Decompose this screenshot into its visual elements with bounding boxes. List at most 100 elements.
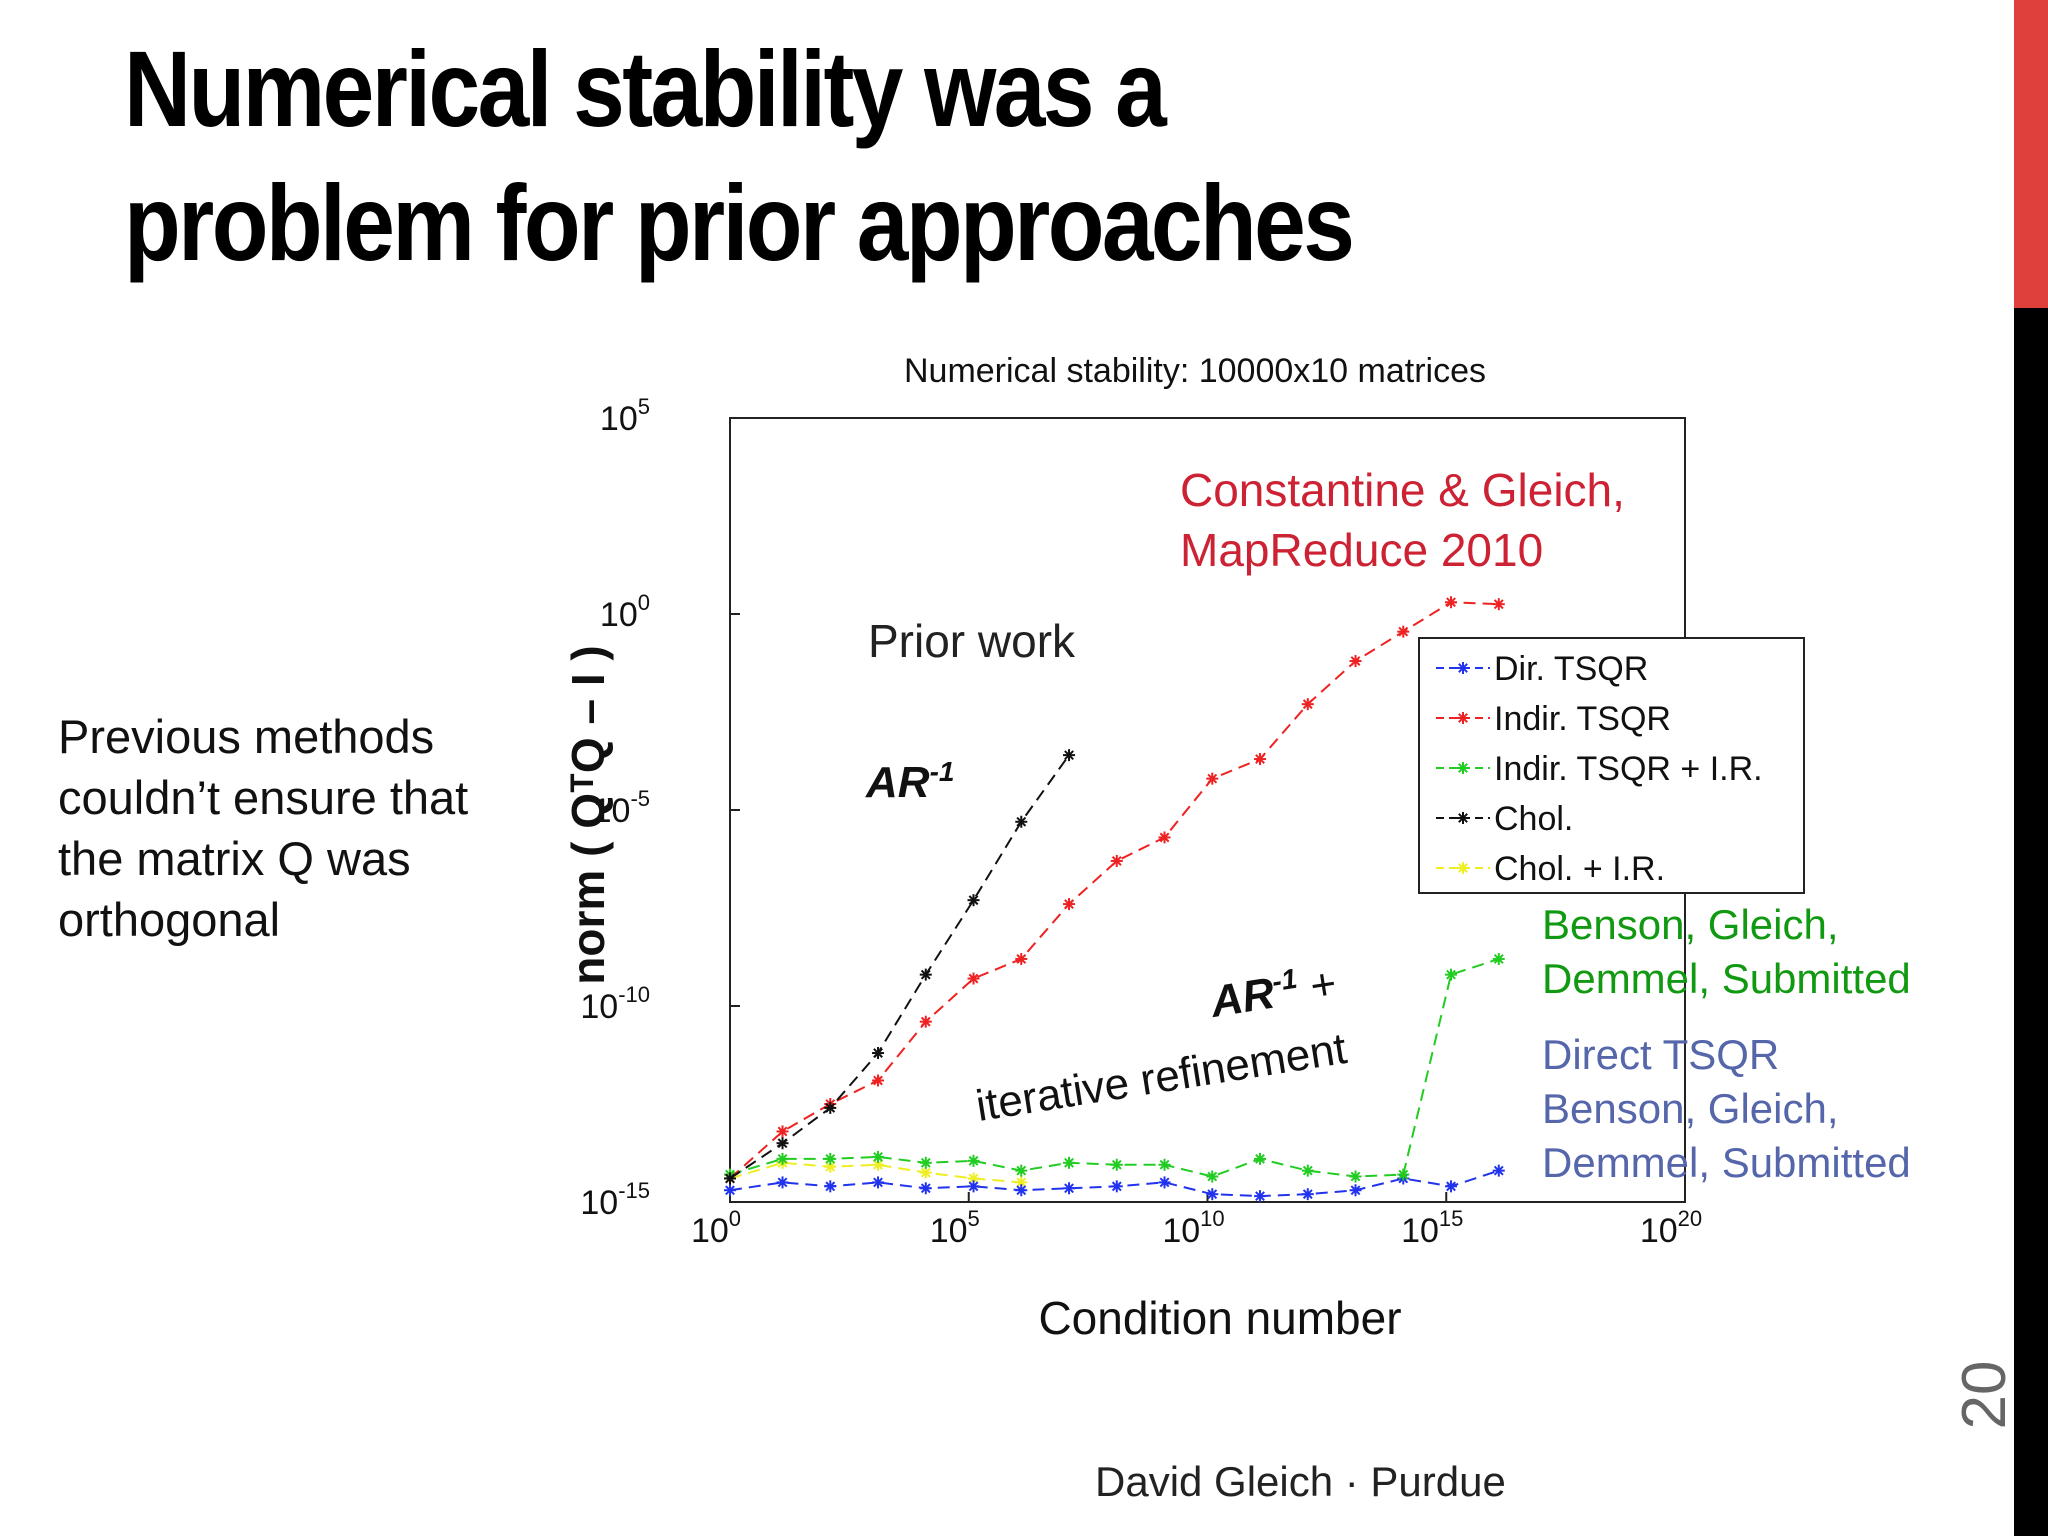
data-point	[1254, 753, 1267, 766]
series-indir-tsqr-i-r-	[724, 952, 1505, 1183]
legend-label: Indir. TSQR + I.R.	[1494, 750, 1763, 788]
annotation-constantine-gleich-2: MapReduce 2010	[1180, 524, 1543, 576]
data-point	[776, 1176, 789, 1189]
x-tick-base: 10	[691, 1212, 729, 1250]
x-tick-base: 10	[1162, 1212, 1200, 1250]
x-tick-exp: 5	[968, 1206, 980, 1231]
y-tick-exp: 0	[638, 590, 650, 615]
y-tick-label: 10-5	[593, 786, 650, 830]
data-point	[1445, 596, 1458, 609]
data-point	[1015, 952, 1028, 965]
x-tick-exp: 0	[729, 1206, 741, 1231]
data-point	[1158, 1176, 1171, 1189]
data-point	[1015, 815, 1028, 828]
annotation-direct-1: Direct TSQR	[1542, 1031, 1779, 1078]
data-point	[1301, 1188, 1314, 1201]
accent-bar-black	[2014, 308, 2048, 1536]
annotation-benson-2: Demmel, Submitted	[1542, 955, 1911, 1002]
annotation-ar-inverse-main: AR	[865, 758, 930, 807]
side-note: Previous methods couldn’t ensure that th…	[58, 710, 469, 946]
data-point	[1015, 1164, 1028, 1177]
legend-item: Chol. + I.R.	[1436, 850, 1665, 888]
annotation-ar-ir-sup: -1	[1270, 963, 1299, 998]
legend-marker	[1457, 862, 1469, 874]
y-tick-base: 10	[600, 596, 638, 634]
x-tick-exp: 10	[1200, 1206, 1224, 1231]
data-point	[1206, 772, 1219, 785]
legend-marker	[1457, 712, 1469, 724]
data-point	[1110, 854, 1123, 867]
annotation-direct-2: Benson, Gleich,	[1542, 1085, 1839, 1132]
legend-label: Dir. TSQR	[1494, 650, 1648, 688]
y-tick-label: 105	[600, 394, 650, 438]
y-tick-label: 100	[600, 590, 650, 634]
page-number: 20	[1950, 1360, 2019, 1430]
x-tick-label: 100	[691, 1206, 741, 1250]
annotation-ar-inverse: AR-1	[865, 756, 954, 807]
x-tick-label: 1015	[1401, 1206, 1463, 1250]
annotation-constantine-gleich-1: Constantine & Gleich,	[1180, 464, 1625, 516]
y-axis-label: norm ( QᵀQ – I )	[562, 645, 614, 984]
x-tick-label: 1010	[1162, 1206, 1224, 1250]
data-point	[1110, 1180, 1123, 1193]
accent-bar-red	[2014, 0, 2048, 308]
data-point	[1349, 1184, 1362, 1197]
annotation-prior-work: Prior work	[868, 615, 1076, 667]
data-point	[1301, 1164, 1314, 1177]
data-point	[1158, 831, 1171, 844]
data-point	[872, 1074, 885, 1087]
y-tick-base: 10	[593, 792, 631, 830]
data-point	[1063, 749, 1076, 762]
footer: David Gleich · Purdue	[1095, 1458, 1506, 1505]
slide-title: Numerical stability was a problem for pr…	[124, 22, 1586, 290]
x-tick-base: 10	[1401, 1212, 1439, 1250]
legend-item: Dir. TSQR	[1436, 650, 1648, 688]
y-tick-base: 10	[580, 988, 618, 1026]
legend-label: Chol. + I.R.	[1494, 850, 1665, 888]
data-point	[1349, 1170, 1362, 1183]
data-point	[776, 1137, 789, 1150]
data-point	[824, 1160, 837, 1173]
data-point	[1397, 1168, 1410, 1181]
data-point	[724, 1184, 736, 1197]
legend-item: Indir. TSQR	[1436, 700, 1671, 738]
y-tick-exp: -5	[630, 786, 650, 811]
legend-marker	[1457, 762, 1469, 774]
data-point	[776, 1152, 789, 1165]
y-tick-exp: -10	[618, 982, 650, 1007]
data-point	[1158, 1158, 1171, 1171]
data-point	[1206, 1188, 1219, 1201]
y-tick-base: 10	[580, 1184, 618, 1222]
data-point	[1254, 1190, 1267, 1203]
legend-label: Indir. TSQR	[1494, 700, 1671, 738]
annotation-direct-3: Demmel, Submitted	[1542, 1139, 1911, 1186]
annotation-ar-inverse-sup: -1	[930, 756, 955, 787]
svg-text:AR-1 +: AR-1 +	[1206, 957, 1340, 1027]
x-tick-label: 1020	[1640, 1206, 1702, 1250]
y-tick-base: 10	[600, 400, 638, 438]
data-point	[872, 1047, 885, 1060]
data-point	[1492, 598, 1505, 611]
series-indir-tsqr	[724, 596, 1505, 1185]
y-tick-label: 10-10	[580, 982, 650, 1026]
data-point	[1397, 625, 1410, 638]
slide-title-line-1: Numerical stability was a	[124, 28, 1167, 149]
data-point	[1206, 1170, 1219, 1183]
x-axis-label: Condition number	[1038, 1292, 1401, 1344]
data-point	[967, 1154, 980, 1167]
data-point	[824, 1180, 837, 1193]
data-point	[872, 1150, 885, 1163]
data-point	[967, 972, 980, 985]
x-tick-exp: 15	[1439, 1206, 1463, 1231]
data-point	[919, 968, 932, 981]
x-tick-label: 105	[930, 1206, 980, 1250]
data-point	[1015, 1184, 1028, 1197]
annotation-benson-1: Benson, Gleich,	[1542, 901, 1839, 948]
legend-marker	[1457, 662, 1469, 674]
chart-title: Numerical stability: 10000x10 matrices	[904, 352, 1486, 390]
data-point	[776, 1125, 789, 1138]
data-point	[919, 1015, 932, 1028]
legend: Dir. TSQR Indir. TSQR Indir. TSQR + I.R. Ch…	[1436, 650, 1763, 888]
y-tick-exp: 5	[638, 394, 650, 419]
annotation-ar-ir-plus: +	[1295, 959, 1340, 1013]
